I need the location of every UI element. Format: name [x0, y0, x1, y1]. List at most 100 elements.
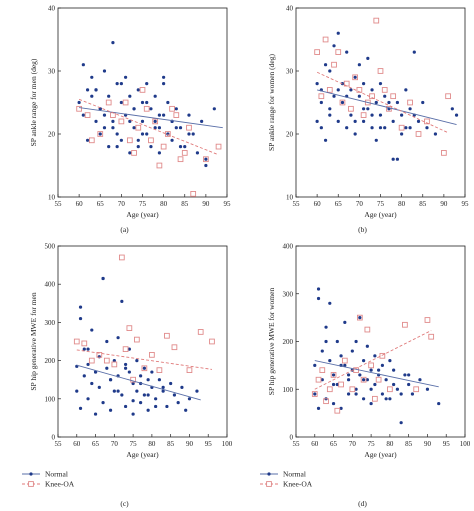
normal-point [81, 113, 85, 117]
normal-point [313, 392, 317, 396]
knee-oa-point [171, 344, 178, 351]
knee-oa-point [126, 325, 133, 331]
normal-point [320, 378, 324, 382]
normal-point [328, 301, 332, 305]
knee-oa-point [387, 386, 393, 393]
normal-point [370, 126, 374, 130]
normal-point [178, 145, 183, 149]
x-tick-label: 85 [405, 440, 413, 448]
normal-point [339, 354, 343, 358]
normal-point [324, 339, 328, 344]
knee-oa-trend-line [78, 98, 219, 156]
knee-oa-point [381, 87, 388, 93]
plot-frame [57, 245, 228, 438]
normal-point [97, 385, 101, 389]
normal-point [111, 41, 115, 45]
normal-point [316, 406, 321, 410]
normal-point [115, 145, 119, 149]
chart-panel-2: 55 60 65 70 75 80 85 90 95 10 20 30 40 Age (year) SP a… [267, 5, 469, 235]
normal-point [336, 88, 340, 92]
normal-point [332, 94, 336, 98]
knee-oa-point [76, 105, 82, 112]
normal-point [395, 157, 399, 161]
x-tick-label: 55 [55, 200, 63, 208]
knee-oa-point [84, 112, 91, 118]
chart-panel-3: 55 60 65 70 75 80 85 90 95 100 0 100 200 300 400 500 Age… [22, 243, 233, 508]
normal-point [142, 393, 146, 397]
normal-point [315, 119, 319, 123]
normal-point [178, 126, 183, 130]
normal-point [358, 316, 362, 320]
normal-point [98, 107, 102, 111]
normal-point [340, 100, 345, 105]
y-tick-label: 20 [48, 131, 56, 139]
normal-point [85, 138, 90, 142]
normal-point [161, 389, 165, 393]
knee-oa-point [377, 68, 384, 74]
y-axis-label: SP hip generative MWE for men [29, 292, 38, 390]
normal-point [204, 157, 208, 161]
legend-knee-oa-label: Knee-OA [45, 480, 75, 489]
knee-oa-point [164, 332, 170, 339]
normal-point [343, 320, 347, 324]
knee-oa-point [149, 352, 155, 358]
normal-point [369, 401, 373, 406]
normal-point [102, 113, 107, 117]
knee-oa-point [139, 87, 146, 93]
normal-point [101, 276, 105, 281]
normal-point [323, 138, 328, 142]
x-tick-label: 100 [460, 440, 471, 448]
normal-point [400, 113, 404, 117]
y-tick-label: 40 [48, 5, 56, 13]
knee-oa-point [209, 338, 215, 345]
normal-point [97, 355, 101, 359]
normal-point [408, 107, 412, 111]
normal-point [374, 138, 378, 142]
y-tick-label: 0 [290, 434, 294, 442]
normal-point [145, 132, 149, 136]
x-tick-label: 75 [377, 200, 385, 208]
normal-point [140, 132, 145, 136]
x-tick-label: 60 [314, 200, 322, 208]
x-tick-label: 60 [76, 200, 84, 208]
normal-point [124, 362, 128, 367]
normal-point [392, 382, 396, 387]
knee-oa-point [330, 372, 337, 378]
normal-point [349, 88, 353, 92]
normal-point [172, 393, 177, 397]
normal-point [362, 397, 366, 401]
normal-point [154, 397, 158, 401]
normal-point [146, 408, 150, 412]
normal-point [410, 392, 415, 396]
knee-oa-point [322, 36, 329, 43]
normal-trend-line [76, 364, 201, 401]
legend-knee-oa-marker [28, 481, 34, 487]
knee-oa-point [88, 137, 95, 144]
normal-point [395, 100, 399, 105]
x-tick-label: 70 [118, 200, 126, 208]
normal-point [112, 359, 116, 363]
x-tick-label: 90 [440, 200, 448, 208]
x-tick-label: 75 [130, 440, 138, 448]
knee-oa-point [126, 137, 133, 144]
knee-oa-point [156, 367, 163, 374]
normal-point [127, 370, 131, 374]
x-tick-label: 90 [186, 440, 194, 448]
chart-panel-4: 55 60 65 70 75 80 85 90 95 100 0 100 200 300 400 Age (y… [260, 243, 471, 508]
normal-point [157, 378, 161, 382]
knee-oa-point [148, 137, 154, 144]
normal-point [183, 145, 187, 149]
normal-point [187, 113, 191, 117]
normal-point [353, 132, 357, 136]
knee-oa-point [152, 118, 159, 125]
y-tick-label: 10 [286, 194, 294, 202]
knee-oa-point [334, 407, 341, 414]
normal-point [369, 368, 373, 372]
knee-oa-point [352, 74, 359, 81]
normal-point [132, 126, 136, 130]
normal-point [149, 107, 153, 111]
y-tick-label: 300 [283, 290, 294, 298]
knee-oa-point [103, 357, 110, 364]
knee-oa-point [186, 367, 193, 374]
normal-point [362, 82, 366, 86]
